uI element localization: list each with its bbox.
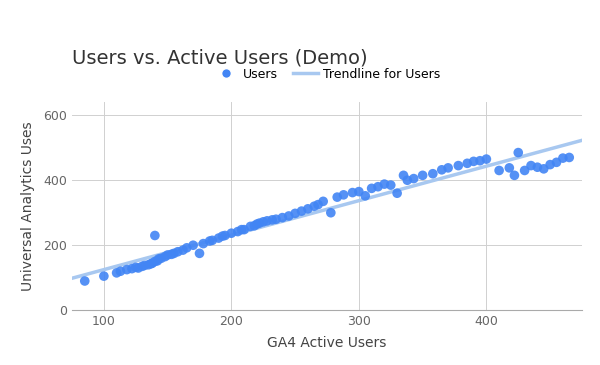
Point (290, 211, 300, 216)
Point (254, 220, 264, 226)
Point (188, 242, 198, 248)
Point (239, 227, 249, 233)
Point (494, 168, 504, 173)
Point (112, 270, 121, 276)
Y-axis label: Universal Analytics Uses: Universal Analytics Uses (21, 122, 35, 291)
Point (116, 268, 125, 274)
Point (220, 233, 230, 238)
Point (409, 176, 419, 181)
Point (482, 156, 491, 162)
Point (152, 258, 162, 264)
Point (380, 181, 389, 187)
Text: Users vs. Active Users (Demo): Users vs. Active Users (Demo) (72, 48, 368, 67)
Point (160, 254, 170, 260)
Point (348, 190, 358, 196)
Point (539, 166, 548, 172)
Point (146, 261, 156, 267)
Point (339, 192, 349, 198)
Point (214, 235, 223, 241)
Point (137, 264, 147, 269)
Point (520, 168, 529, 173)
Point (178, 247, 188, 253)
Point (134, 265, 143, 271)
Point (99, 273, 109, 279)
Point (246, 223, 256, 229)
Point (310, 203, 319, 209)
Point (150, 258, 160, 264)
Point (403, 177, 412, 183)
Point (392, 190, 402, 196)
Point (218, 233, 227, 239)
Point (313, 202, 323, 208)
Point (237, 227, 247, 233)
Point (262, 218, 272, 224)
Point (195, 250, 205, 256)
Point (418, 172, 427, 178)
Point (533, 164, 542, 170)
Point (361, 193, 370, 199)
Point (454, 163, 463, 169)
Point (463, 160, 472, 166)
Point (386, 182, 395, 188)
Point (199, 241, 208, 246)
Point (271, 216, 281, 222)
Point (278, 215, 287, 220)
Point (144, 262, 154, 268)
Point (148, 260, 157, 266)
Point (227, 230, 236, 236)
Point (131, 264, 140, 270)
Point (297, 208, 307, 214)
Point (250, 223, 259, 228)
Point (505, 165, 514, 171)
Point (303, 206, 313, 212)
Legend: Users, Trendline for Users: Users, Trendline for Users (208, 63, 446, 86)
Point (182, 245, 191, 251)
Point (319, 199, 328, 204)
Point (545, 162, 555, 168)
Point (509, 172, 519, 178)
Point (208, 238, 217, 243)
Point (558, 155, 568, 161)
Point (326, 210, 335, 216)
Point (233, 228, 242, 234)
Point (268, 217, 277, 223)
Point (475, 158, 485, 164)
Point (140, 262, 149, 268)
Point (332, 194, 342, 200)
Point (565, 154, 574, 160)
Point (154, 256, 164, 262)
Point (167, 251, 176, 257)
Point (399, 172, 409, 178)
Point (173, 249, 182, 255)
Point (367, 185, 376, 191)
Point (469, 158, 478, 164)
Point (259, 219, 268, 225)
Point (252, 221, 262, 227)
Point (437, 167, 446, 173)
Point (205, 238, 215, 244)
Point (163, 252, 172, 258)
Point (80, 278, 89, 284)
Point (127, 266, 137, 272)
Point (428, 171, 437, 177)
Point (354, 189, 364, 195)
Point (526, 163, 536, 169)
Point (284, 213, 293, 219)
Point (552, 160, 562, 165)
Point (373, 184, 383, 190)
Point (443, 165, 453, 171)
X-axis label: GA4 Active Users: GA4 Active Users (268, 337, 386, 350)
Point (157, 255, 166, 261)
Point (514, 150, 523, 155)
Point (169, 250, 179, 256)
Point (150, 233, 160, 238)
Point (122, 267, 131, 273)
